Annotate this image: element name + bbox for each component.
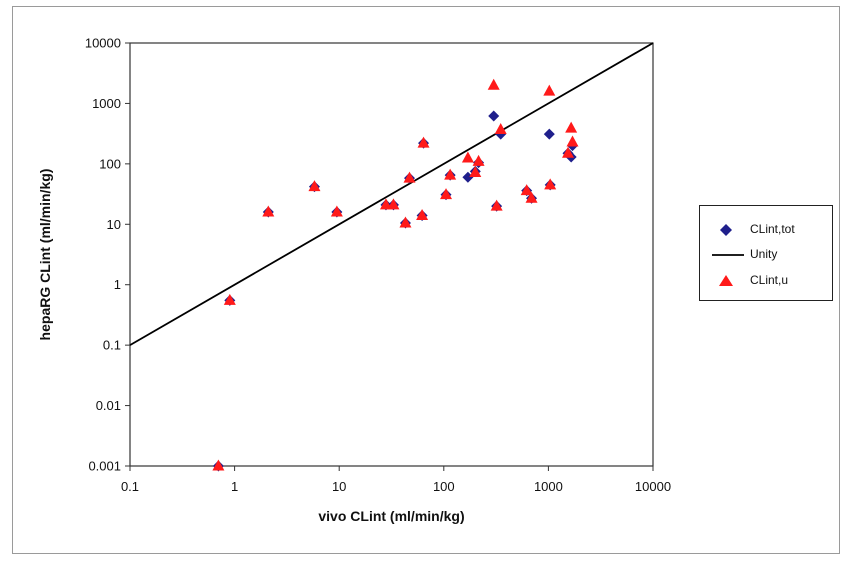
point-clint-u xyxy=(417,136,430,148)
legend: CLint,tot Unity CLint,u xyxy=(699,205,833,301)
point-clint-u xyxy=(440,188,453,200)
point-clint-u xyxy=(387,198,400,210)
legend-label-u: CLint,u xyxy=(750,273,789,287)
x-tick-label: 1 xyxy=(231,479,238,494)
x-tick-label: 100 xyxy=(433,479,455,494)
y-tick-label: 10000 xyxy=(85,36,121,51)
diamond-marker-icon xyxy=(720,224,732,236)
point-clint-u xyxy=(543,84,556,96)
point-clint-u xyxy=(469,165,482,177)
y-axis-title: hepaRG CLint (ml/min/kg) xyxy=(37,169,53,341)
legend-item-unity: Unity xyxy=(700,246,834,264)
x-tick-label: 0.1 xyxy=(121,479,139,494)
point-clint-u xyxy=(566,135,579,147)
point-clint-u xyxy=(399,216,412,228)
legend-item-tot: CLint,tot xyxy=(700,221,834,239)
point-clint-u xyxy=(490,199,503,211)
y-tick-label: 10 xyxy=(107,217,121,232)
y-tick-label: 1 xyxy=(114,277,121,292)
point-clint-u xyxy=(212,459,225,471)
y-tick-label: 0.01 xyxy=(96,398,121,413)
point-clint-u xyxy=(223,293,236,305)
point-clint-u xyxy=(461,151,474,163)
y-tick-label: 100 xyxy=(99,156,121,171)
point-clint-u xyxy=(525,191,538,203)
x-tick-label: 1000 xyxy=(534,479,563,494)
data-marks xyxy=(129,42,654,472)
point-clint-u xyxy=(520,184,533,196)
y-tick-label: 1000 xyxy=(92,96,121,111)
triangle-marker-icon xyxy=(719,275,733,286)
point-clint-u xyxy=(330,205,343,217)
point-clint-u xyxy=(494,123,507,135)
x-axis-title: vivo CLint (ml/min/kg) xyxy=(318,508,464,524)
unity-line xyxy=(129,42,654,346)
point-clint-u xyxy=(403,171,416,183)
point-clint-u xyxy=(416,208,429,220)
x-tick-label: 10000 xyxy=(635,479,671,494)
x-axis: 0.1 1 10 100 1000 10000 xyxy=(121,466,671,494)
chart-frame xyxy=(12,6,840,554)
y-axis: 0.001 0.01 0.1 1 10 100 1000 10000 xyxy=(85,36,130,474)
plot-border xyxy=(129,42,654,467)
plot-area xyxy=(129,42,654,467)
point-clint-u xyxy=(565,121,578,133)
x-tick-label: 10 xyxy=(332,479,346,494)
point-clint-u xyxy=(444,168,457,180)
point-clint-u xyxy=(308,180,321,192)
point-clint-u xyxy=(487,78,500,90)
point-clint-tot xyxy=(543,128,555,140)
legend-item-u: CLint,u xyxy=(700,272,834,290)
line-marker-icon xyxy=(712,254,744,256)
y-tick-label: 0.001 xyxy=(88,459,121,474)
point-clint-u xyxy=(562,146,575,158)
point-clint-u xyxy=(472,154,485,166)
point-clint-tot xyxy=(488,110,500,122)
point-clint-u xyxy=(262,205,275,217)
legend-label-tot: CLint,tot xyxy=(750,222,795,236)
legend-label-unity: Unity xyxy=(750,247,778,261)
point-clint-u xyxy=(544,178,557,190)
y-tick-label: 0.1 xyxy=(103,338,121,353)
